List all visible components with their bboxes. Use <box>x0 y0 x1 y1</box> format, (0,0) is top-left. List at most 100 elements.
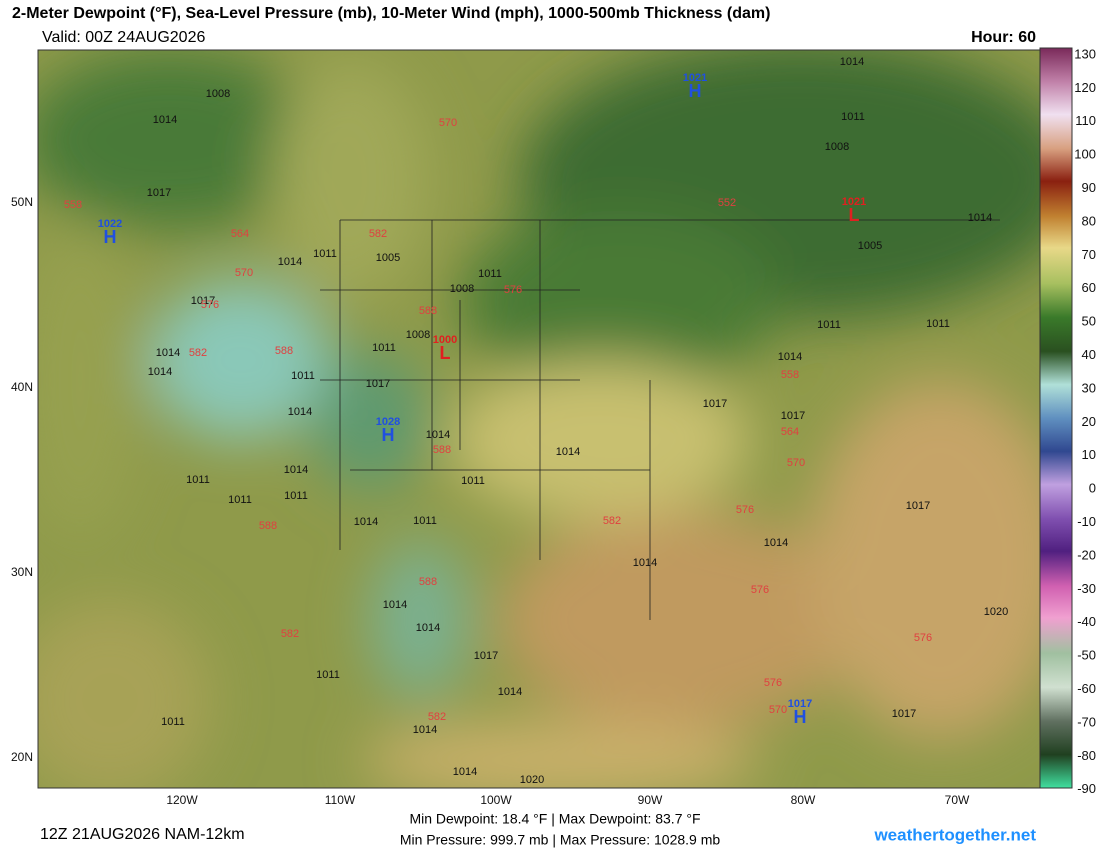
isobar-label: 1008 <box>450 283 474 295</box>
colorbar-label: 20 <box>1082 414 1096 429</box>
colorbar-label: -10 <box>1077 514 1096 529</box>
colorbar-label: 30 <box>1082 380 1096 395</box>
isobar-label: 1011 <box>841 111 865 123</box>
isobar-label: 1011 <box>228 494 252 506</box>
colorbar-label: 50 <box>1082 314 1096 329</box>
thickness-label: 576 <box>764 677 782 689</box>
dewpoint-stats: Min Dewpoint: 18.4 °F | Max Dewpoint: 83… <box>409 811 700 827</box>
thickness-label: 588 <box>259 520 277 532</box>
isobar-label: 1017 <box>366 378 390 390</box>
longitude-label: 120W <box>166 793 198 807</box>
thickness-label: 558 <box>781 369 799 381</box>
longitude-label: 100W <box>480 793 512 807</box>
isobar-label: 1014 <box>383 599 407 611</box>
thickness-label: 570 <box>235 267 253 279</box>
thickness-label: 588 <box>433 444 451 456</box>
low-pressure-value: 1000 <box>433 334 457 346</box>
thickness-label: 570 <box>439 117 457 129</box>
high-pressure-value: 1021 <box>683 72 707 84</box>
isobar-label: 1014 <box>354 516 378 528</box>
isobar-label: 1020 <box>520 774 544 786</box>
valid-time: Valid: 00Z 24AUG2026 <box>42 29 205 46</box>
thickness-label: 576 <box>201 299 219 311</box>
latitude-label: 20N <box>11 750 33 764</box>
colorbar-label: -40 <box>1077 614 1096 629</box>
thickness-label: 576 <box>736 504 754 516</box>
isobar-label: 1011 <box>284 490 308 502</box>
isobar-label: 1014 <box>556 446 580 458</box>
longitude-label: 90W <box>638 793 663 807</box>
colorbar-label: 100 <box>1074 147 1096 162</box>
isobar-label: 1014 <box>453 766 477 778</box>
colorbar-label: 130 <box>1074 46 1096 61</box>
isobar-label: 1014 <box>284 464 308 476</box>
colorbar-label: 10 <box>1082 447 1096 462</box>
isobar-label: 1017 <box>892 708 916 720</box>
thickness-label: 576 <box>504 284 522 296</box>
isobar-label: 1005 <box>376 252 400 264</box>
latitude-label: 50N <box>11 195 33 209</box>
colorbar-label: 110 <box>1075 113 1096 128</box>
pressure-stats: Min Pressure: 999.7 mb | Max Pressure: 1… <box>400 832 721 848</box>
high-pressure-value: 1028 <box>376 416 400 428</box>
isobar-label: 1017 <box>191 295 215 307</box>
isobar-label: 1017 <box>703 398 727 410</box>
isobar-label: 1014 <box>148 366 172 378</box>
isobar-label: 1011 <box>186 474 210 486</box>
isobar-label: 1017 <box>147 187 171 199</box>
colorbar-label: -20 <box>1077 547 1096 562</box>
colorbar-label: -30 <box>1077 581 1096 596</box>
low-pressure-value: 1021 <box>842 196 866 208</box>
site-link[interactable]: weathertogether.net <box>873 825 1036 844</box>
forecast-hour: Hour: 60 <box>971 29 1036 46</box>
thickness-label: 582 <box>369 228 387 240</box>
isobar-label: 1014 <box>416 622 440 634</box>
isobar-label: 1011 <box>316 669 340 681</box>
thickness-label: 576 <box>751 584 769 596</box>
isobar-label: 1008 <box>406 329 430 341</box>
isobar-label: 1011 <box>461 475 485 487</box>
isobar-label: 1011 <box>291 370 315 382</box>
isobar-label: 1014 <box>156 347 180 359</box>
isobar-label: 1014 <box>840 56 864 68</box>
high-pressure-symbol: H <box>104 227 117 247</box>
isobar-label: 1014 <box>633 557 657 569</box>
isobar-label: 1014 <box>278 256 302 268</box>
high-pressure-value: 1017 <box>788 698 812 710</box>
high-pressure-value: 1022 <box>98 218 122 230</box>
thickness-label: 552 <box>718 197 736 209</box>
thickness-label: 558 <box>64 199 82 211</box>
colorbar-label: 70 <box>1082 247 1096 262</box>
isobar-label: 1014 <box>288 406 312 418</box>
colorbar-label: 120 <box>1074 80 1096 95</box>
model-run: 12Z 21AUG2026 NAM-12km <box>40 826 245 843</box>
isobar-label: 1014 <box>413 724 437 736</box>
isobar-label: 1014 <box>426 429 450 441</box>
isobar-label: 1014 <box>764 537 788 549</box>
isobar-label: 1017 <box>474 650 498 662</box>
colorbar-label: 80 <box>1082 213 1096 228</box>
thickness-label: 582 <box>281 628 299 640</box>
isobar-label: 1011 <box>372 342 396 354</box>
latitude-label: 30N <box>11 565 33 579</box>
isobar-label: 1011 <box>478 268 502 280</box>
isobar-label: 1014 <box>153 114 177 126</box>
isobar-label: 1020 <box>984 606 1008 618</box>
isobar-label: 1008 <box>825 141 849 153</box>
colorbar-label: 0 <box>1089 481 1096 496</box>
isobar-label: 1011 <box>817 319 841 331</box>
longitude-label: 70W <box>945 793 970 807</box>
thickness-label: 564 <box>781 426 799 438</box>
colorbar-label: -50 <box>1077 648 1096 663</box>
longitude-label: 110W <box>325 793 356 807</box>
thickness-label: 588 <box>419 305 437 317</box>
latitude-label: 40N <box>11 380 33 394</box>
isobar-label: 1011 <box>161 716 185 728</box>
isobar-label: 1011 <box>313 248 337 260</box>
thickness-label: 570 <box>769 704 787 716</box>
isobar-label: 1017 <box>906 500 930 512</box>
colorbar-label: -80 <box>1077 748 1096 763</box>
map-background <box>38 50 1040 788</box>
colorbar-label: -90 <box>1077 781 1096 796</box>
isobar-label: 1014 <box>778 351 802 363</box>
